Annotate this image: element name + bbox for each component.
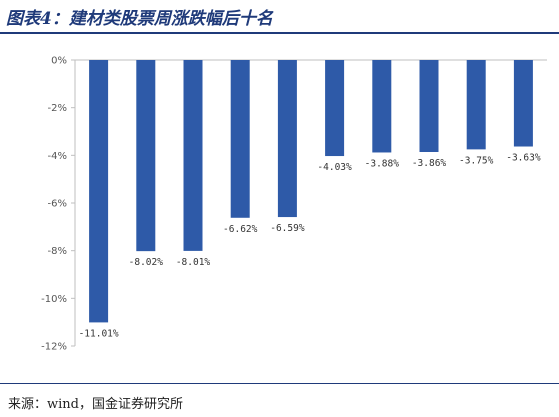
- bar: [277, 60, 297, 218]
- bar: [419, 60, 439, 152]
- y-tick-label: -6%: [48, 199, 67, 210]
- y-tick-label: -4%: [48, 151, 67, 162]
- y-tick-label: -2%: [48, 103, 67, 114]
- data-label: -3.86%: [412, 158, 447, 169]
- data-label: -3.88%: [365, 158, 400, 169]
- y-tick-label: -12%: [41, 342, 67, 351]
- data-label: -8.01%: [176, 257, 211, 268]
- y-tick-label: -8%: [48, 246, 67, 257]
- bar: [230, 60, 250, 218]
- data-label: -3.63%: [506, 153, 541, 164]
- source-note: 来源：wind，国金证券研究所: [8, 397, 183, 412]
- y-tick-label: 0%: [51, 56, 67, 67]
- data-label: -6.62%: [223, 224, 258, 235]
- bar: [466, 60, 486, 150]
- bar: [325, 60, 345, 157]
- bar: [513, 60, 533, 147]
- bar: [136, 60, 156, 252]
- data-label: -3.75%: [459, 155, 494, 166]
- data-label: -8.02%: [129, 257, 164, 268]
- footer-divider: [0, 383, 559, 384]
- data-label: -6.59%: [270, 223, 305, 234]
- bars: [89, 60, 533, 323]
- chart-title: 图表4：建材类股票周涨跌幅后十名: [6, 9, 273, 29]
- data-label: -4.03%: [317, 162, 352, 173]
- bar: [89, 60, 109, 323]
- y-tick-label: -10%: [41, 294, 67, 305]
- data-labels: -11.01% -8.02% -8.01% -6.62% -6.59% -4.03% -3.…: [79, 153, 541, 340]
- bar: [183, 60, 203, 251]
- bar-chart: 0% -2% -4% -6% -8% -10% -12% -11.01% -8.02% -8.0…: [41, 56, 547, 351]
- bar: [372, 60, 392, 153]
- title-divider: [0, 32, 559, 34]
- data-label: -11.01%: [79, 328, 119, 339]
